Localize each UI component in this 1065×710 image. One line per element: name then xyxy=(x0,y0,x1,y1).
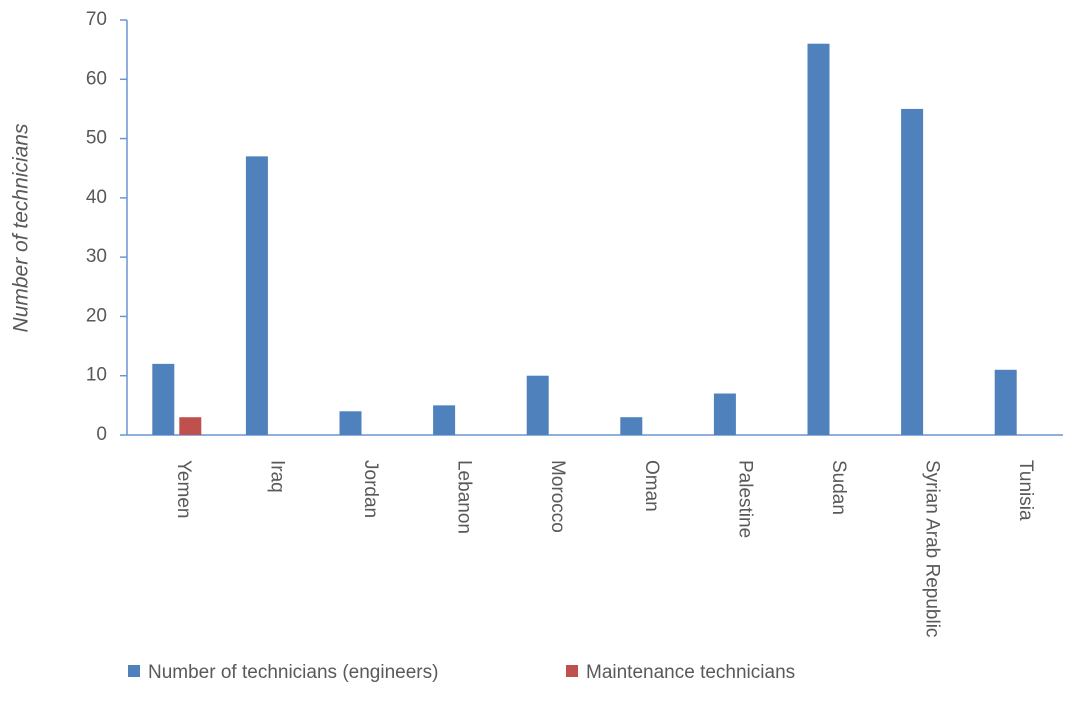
bar xyxy=(901,108,924,435)
bar xyxy=(994,369,1017,435)
x-tick-label: Palestine xyxy=(734,460,755,538)
bar xyxy=(433,405,456,435)
x-tick-label: Morocco xyxy=(547,460,568,533)
bar xyxy=(245,156,268,435)
x-tick-label: Lebanon xyxy=(454,460,475,534)
y-tick-label: 20 xyxy=(86,305,107,326)
x-tick-label: Oman xyxy=(641,460,662,512)
y-axis-title: Number of technicians xyxy=(10,123,33,332)
y-tick-label: 70 xyxy=(86,9,107,30)
x-tick-label: Tunisia xyxy=(1015,460,1036,521)
x-tick-label: Jordan xyxy=(360,460,381,518)
x-tick-label: Sudan xyxy=(828,460,849,515)
bar xyxy=(526,375,549,435)
bar xyxy=(713,393,736,435)
y-tick-label: 10 xyxy=(86,365,107,386)
legend-swatch xyxy=(128,665,140,677)
x-tick-label: Syrian Arab Republic xyxy=(922,460,943,637)
bar xyxy=(339,411,362,435)
bar xyxy=(152,363,175,435)
legend-label: Number of technicians (engineers) xyxy=(148,662,438,683)
y-tick-label: 30 xyxy=(86,246,107,267)
legend-swatch xyxy=(566,665,578,677)
y-tick-label: 50 xyxy=(86,128,107,149)
bar xyxy=(807,43,830,435)
x-tick-label: Yemen xyxy=(173,460,194,518)
bar xyxy=(179,417,202,435)
y-tick-label: 60 xyxy=(86,68,107,89)
legend-label: Maintenance technicians xyxy=(586,662,795,683)
bar xyxy=(620,417,643,435)
x-tick-label: Iraq xyxy=(266,460,287,493)
y-tick-label: 40 xyxy=(86,187,107,208)
y-tick-label: 0 xyxy=(96,424,107,445)
